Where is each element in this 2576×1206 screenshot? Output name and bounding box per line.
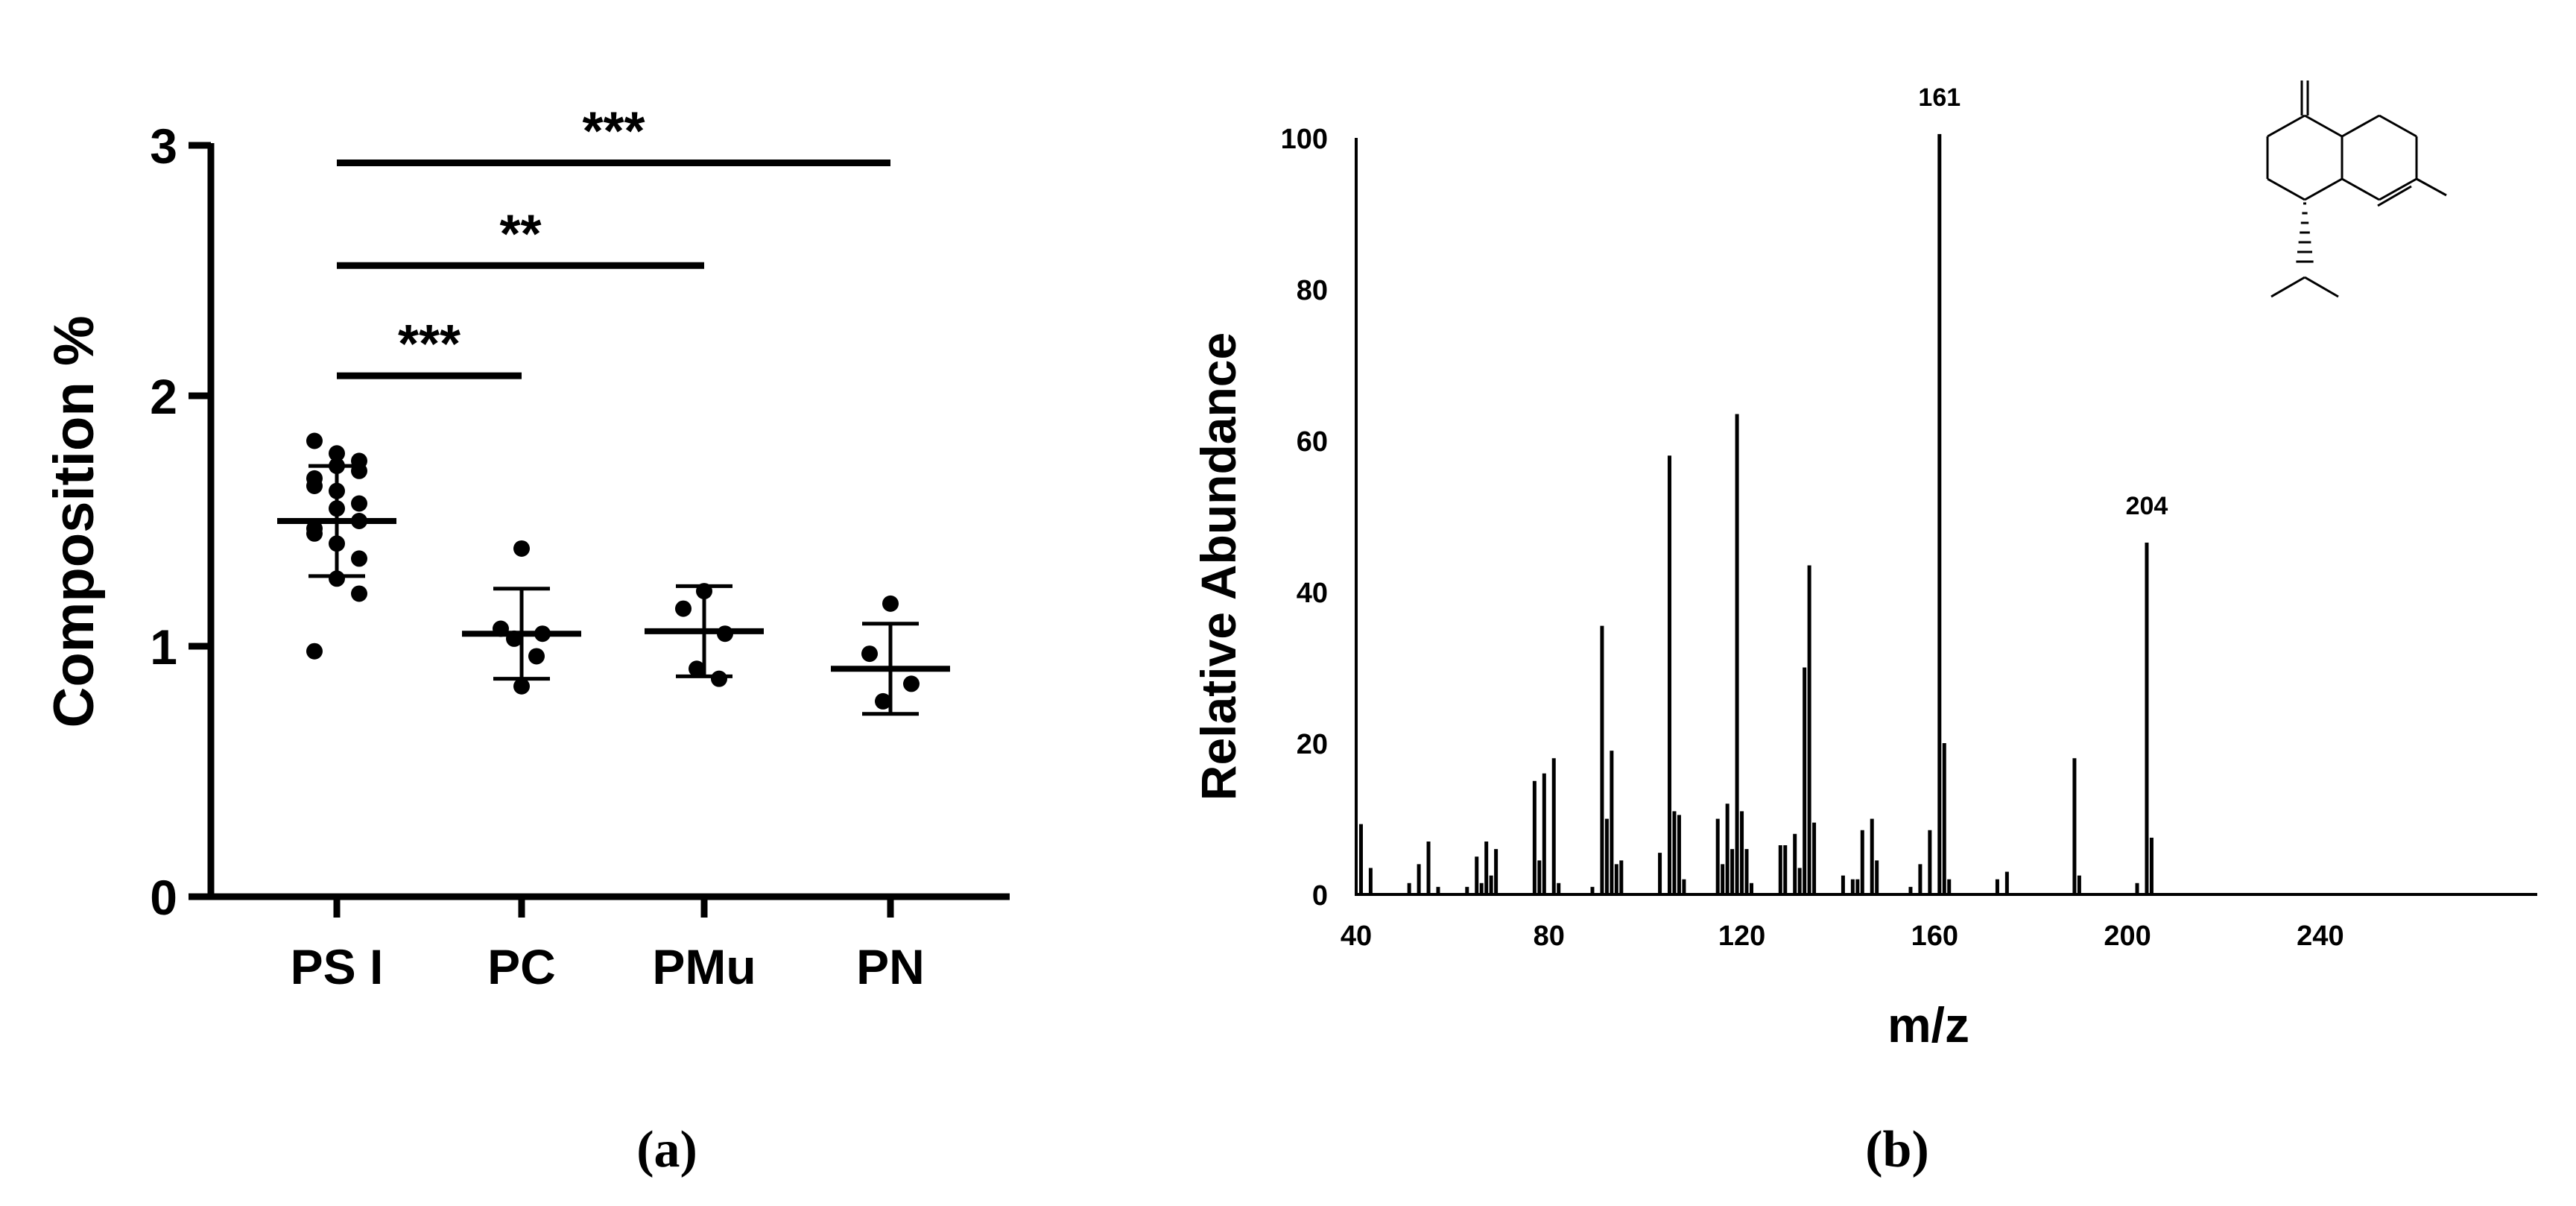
y-tick-label: 2 [150,369,177,424]
y-tick-label: 0 [1312,880,1328,912]
data-point [306,525,323,542]
y-tick-label: 20 [1297,729,1328,760]
x-tick-label: PN [856,939,925,994]
bond [2379,114,2417,138]
bond [2341,114,2380,138]
data-point [513,540,530,557]
data-point [882,595,899,612]
x-tick-label: 40 [1341,921,1372,952]
data-point [306,477,323,494]
y-tick-label: 60 [1297,426,1328,458]
bond [2416,177,2447,197]
y-tick-label: 100 [1281,124,1328,155]
data-point [329,445,345,462]
bond [2267,177,2306,201]
y-tick-label: 80 [1297,275,1328,306]
panel-b-mass-spectrum: 0 20 40 60 80 100 40 80 120 160 200 240 Relative Abu… [1191,83,2537,1178]
data-point [528,648,545,665]
data-point [875,692,891,710]
data-point [513,678,530,695]
data-point [675,600,692,617]
data-point [861,645,878,663]
peak-label: 161 [1918,83,1961,112]
panel-label-a: (a) [636,1121,697,1178]
bond [2304,276,2339,298]
bond [2304,177,2343,201]
bond [2341,177,2380,201]
peak-label: 204 [2126,492,2168,520]
data-point [689,660,705,678]
data-point [351,495,367,512]
x-tick-label: 120 [1718,921,1765,952]
y-tick-label: 0 [150,870,177,925]
data-point [306,432,323,449]
x-axis-title: m/z [1887,997,1969,1052]
double-bond [2377,185,2412,207]
data-point [351,550,367,567]
x-tick-label: PS I [291,939,384,994]
y-axis-title: Composition % [42,315,106,727]
y-tick-label: 1 [150,619,177,675]
significance-label: *** [398,315,461,374]
x-tick-label: 160 [1911,921,1958,952]
x-tick-label: PMu [652,939,756,994]
y-axis-title: Relative Abundance [1191,332,1246,801]
bond [2270,276,2306,298]
data-point [306,643,323,660]
x-tick-label: 80 [1534,921,1565,952]
significance-label: ** [499,204,541,264]
y-tick-label: 3 [150,119,177,174]
significance-label: *** [582,102,645,162]
bond [2304,114,2343,138]
bond [2267,114,2306,138]
bond [2379,177,2417,201]
panel-label-b: (b) [1865,1121,1929,1178]
x-tick-label: PC [487,939,556,994]
data-point [351,585,367,602]
y-tick-label: 40 [1297,578,1328,609]
data-point [711,670,727,687]
data-point [903,675,920,692]
molecule-structure-icon [2266,80,2447,298]
x-tick-label: 240 [2297,921,2344,952]
x-tick-label: 200 [2104,921,2151,952]
